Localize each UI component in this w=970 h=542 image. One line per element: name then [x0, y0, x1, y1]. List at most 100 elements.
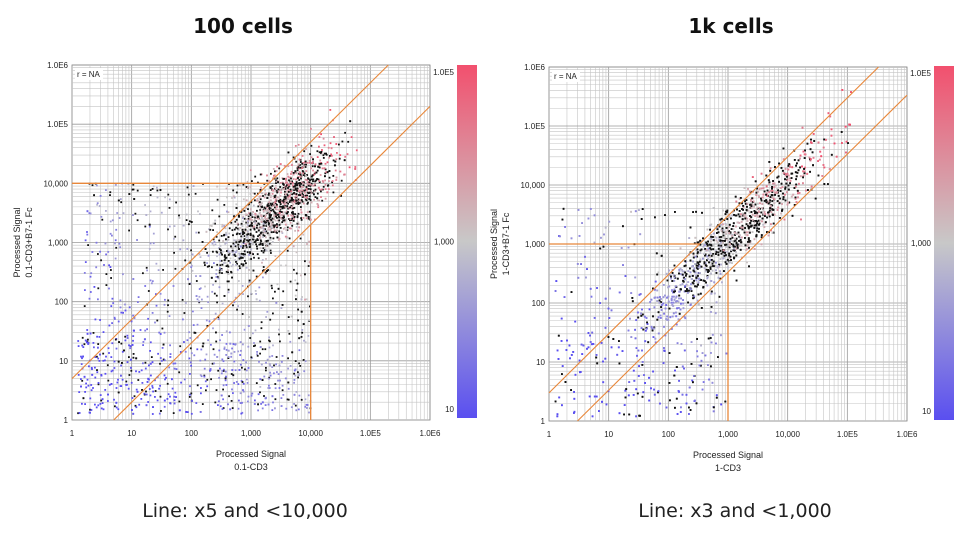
- data-point: [269, 249, 272, 252]
- data-point: [148, 364, 150, 367]
- data-point: [240, 211, 243, 213]
- data-point: [675, 315, 678, 318]
- data-point: [233, 195, 235, 198]
- data-point: [700, 344, 702, 347]
- data-point: [635, 347, 638, 349]
- data-point: [196, 323, 199, 326]
- data-point: [344, 131, 346, 134]
- data-point: [255, 220, 258, 223]
- data-point: [298, 179, 301, 181]
- data-point: [289, 206, 291, 209]
- data-point: [324, 168, 327, 171]
- data-point: [812, 133, 815, 135]
- data-point: [273, 226, 276, 228]
- data-point: [284, 223, 287, 226]
- data-point: [304, 191, 306, 194]
- data-point: [228, 252, 231, 255]
- data-point: [276, 283, 279, 286]
- data-point: [556, 415, 559, 418]
- data-point: [287, 202, 289, 205]
- data-point: [195, 231, 198, 234]
- data-point: [144, 204, 146, 206]
- data-point: [259, 189, 262, 191]
- data-point: [225, 354, 228, 356]
- data-point: [303, 189, 306, 192]
- data-point: [280, 214, 283, 216]
- data-point: [149, 279, 152, 282]
- data-point: [317, 199, 319, 202]
- data-point: [289, 192, 292, 195]
- data-point: [262, 236, 264, 238]
- data-point: [338, 143, 340, 146]
- data-point: [641, 361, 644, 363]
- data-point: [293, 369, 296, 372]
- data-point: [296, 167, 299, 169]
- data-point: [782, 147, 785, 150]
- data-point: [279, 186, 282, 188]
- data-point: [301, 200, 304, 203]
- data-point: [573, 391, 575, 393]
- data-point: [199, 411, 202, 413]
- data-point: [293, 218, 295, 220]
- data-point: [227, 269, 230, 272]
- data-point: [173, 251, 175, 254]
- data-point: [249, 337, 252, 339]
- data-point: [238, 252, 240, 255]
- data-point: [254, 221, 256, 224]
- data-point: [241, 228, 244, 231]
- data-point: [207, 254, 210, 257]
- data-point: [269, 202, 272, 205]
- data-point: [654, 337, 657, 340]
- data-point: [282, 213, 285, 216]
- data-point: [259, 239, 262, 242]
- data-point: [144, 361, 147, 364]
- data-point: [701, 352, 704, 354]
- data-point: [257, 403, 259, 406]
- data-point: [279, 182, 282, 184]
- data-point: [144, 285, 147, 287]
- data-point: [297, 222, 300, 225]
- data-point: [692, 252, 695, 255]
- data-point: [220, 235, 223, 237]
- data-point: [218, 239, 221, 242]
- data-point: [204, 248, 207, 250]
- data-point: [664, 307, 667, 310]
- data-point: [270, 226, 273, 229]
- data-point: [786, 191, 788, 194]
- data-point: [107, 251, 110, 253]
- data-point: [278, 230, 281, 233]
- data-point: [258, 202, 260, 205]
- data-point: [171, 378, 173, 381]
- data-point: [304, 298, 306, 301]
- data-point: [150, 374, 152, 377]
- data-point: [268, 242, 271, 245]
- data-point: [618, 362, 621, 365]
- data-point: [609, 287, 611, 290]
- data-point: [234, 369, 237, 372]
- data-point: [292, 184, 294, 187]
- data-point: [155, 304, 158, 307]
- data-point: [350, 136, 353, 138]
- data-point: [788, 163, 791, 165]
- data-point: [620, 247, 623, 249]
- data-point: [695, 274, 697, 277]
- data-point: [174, 267, 177, 270]
- data-point: [265, 240, 268, 243]
- data-point: [121, 350, 124, 353]
- data-point: [557, 334, 560, 337]
- data-point: [304, 175, 307, 177]
- data-point: [700, 279, 702, 281]
- data-point: [292, 203, 295, 206]
- data-point: [800, 218, 802, 221]
- data-point: [608, 317, 611, 319]
- data-point: [120, 374, 122, 377]
- data-point: [266, 232, 269, 235]
- data-point: [247, 367, 250, 369]
- data-point: [681, 393, 684, 396]
- data-point: [231, 251, 234, 253]
- data-point: [247, 203, 250, 206]
- data-point: [729, 239, 732, 242]
- data-point: [755, 213, 758, 216]
- data-point: [225, 265, 228, 267]
- data-point: [698, 364, 701, 367]
